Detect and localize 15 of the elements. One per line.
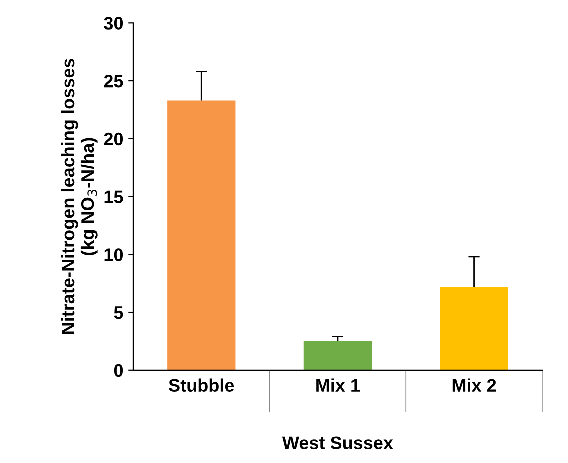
x-axis-title: West Sussex [282,436,394,450]
y-tick-label: 20 [104,132,124,146]
bar [304,341,372,370]
x-tick-label: Mix 2 [452,378,496,392]
y-axis-title: Nitrate-Nitrogen leaching losses (kg NO$_{3}$-N/ha) [61,59,98,334]
y-tick-label: 5 [114,306,124,320]
y-tick-label: 0 [114,364,124,378]
y-tick-label: 10 [104,248,124,262]
bar [440,287,508,370]
y-tick-label: 30 [104,17,124,30]
y-tick-label: 25 [104,74,124,88]
x-tick-label: Mix 1 [316,378,360,392]
y-tick-label: 15 [104,190,124,204]
bar [168,100,236,370]
x-tick-label: Stubble [169,378,234,392]
